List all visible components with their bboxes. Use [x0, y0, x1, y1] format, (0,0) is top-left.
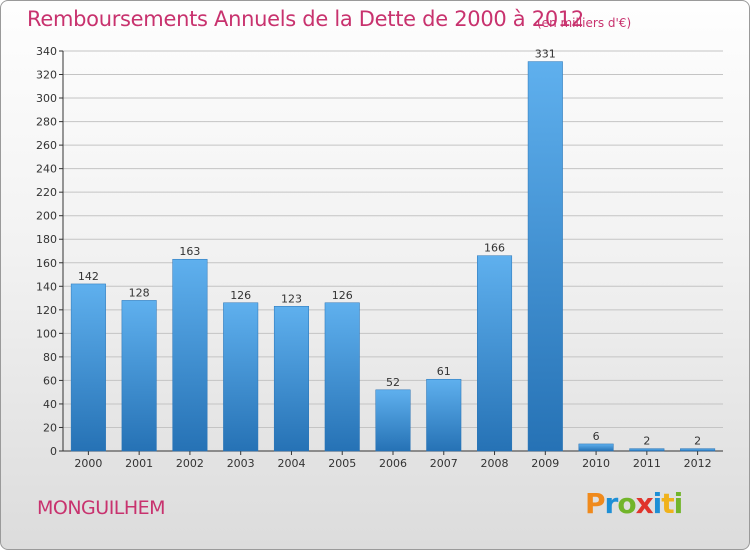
data-label: 128	[129, 286, 150, 299]
x-tick-label: 2007	[430, 457, 458, 470]
bar-2002	[172, 258, 208, 452]
y-tick-label: 260	[36, 139, 57, 152]
chart-title: Remboursements Annuels de la Dette de 20…	[27, 7, 584, 31]
y-tick-label: 200	[36, 210, 57, 223]
y-tick-label: 0	[50, 445, 57, 458]
x-tick-label: 2001	[125, 457, 153, 470]
y-tick-label: 60	[43, 374, 57, 387]
data-label: 123	[281, 292, 302, 305]
bar-2000	[70, 283, 106, 452]
y-tick-label: 240	[36, 163, 57, 176]
bar-2003	[223, 302, 259, 452]
bar-2012	[680, 448, 716, 452]
data-label: 126	[332, 289, 353, 302]
logo-letter: t	[661, 487, 674, 520]
data-label: 142	[78, 270, 99, 283]
x-tick-label: 2002	[176, 457, 204, 470]
bar-layer	[70, 61, 716, 452]
data-label: 61	[437, 365, 451, 378]
bar-2007	[426, 378, 462, 452]
bar-2004	[273, 306, 309, 452]
x-tick-label: 2012	[684, 457, 712, 470]
y-tick-label: 40	[43, 398, 57, 411]
y-tick-label: 80	[43, 351, 57, 364]
label-layer: 0 20 40 60 80 100 120 140 160 180 200 220 240 260 280 3…	[36, 45, 712, 470]
logo-letter: i	[652, 487, 663, 520]
y-tick-label: 160	[36, 257, 57, 270]
bar-2001	[121, 300, 157, 452]
x-tick-label: 2003	[227, 457, 255, 470]
data-label: 166	[484, 242, 505, 255]
data-label: 126	[230, 289, 251, 302]
x-tick-label: 2005	[328, 457, 356, 470]
y-tick-label: 140	[36, 280, 57, 293]
proxiti-logo: Proxiti	[585, 487, 684, 520]
data-label: 331	[535, 48, 556, 61]
logo-letter: P	[585, 487, 606, 520]
y-tick-label: 100	[36, 327, 57, 340]
data-label: 2	[694, 435, 701, 448]
y-tick-label: 20	[43, 421, 57, 434]
x-tick-label: 2006	[379, 457, 407, 470]
data-label: 2	[643, 435, 650, 448]
bar-2009	[527, 61, 563, 452]
bar-2006	[375, 389, 411, 452]
bar-2010	[578, 443, 614, 452]
y-tick-label: 340	[36, 45, 57, 58]
bar-2011	[629, 448, 665, 452]
logo-letter: i	[673, 487, 684, 520]
logo-letter: x	[635, 487, 654, 520]
x-tick-label: 2008	[481, 457, 509, 470]
x-tick-label: 2004	[277, 457, 305, 470]
y-tick-label: 120	[36, 304, 57, 317]
chart-subtitle: (en milliers d'€)	[537, 16, 632, 30]
x-tick-label: 2011	[633, 457, 661, 470]
x-tick-label: 2009	[531, 457, 559, 470]
commune-name: MONGUILHEM	[37, 497, 166, 519]
y-tick-label: 320	[36, 69, 57, 82]
bar-2005	[324, 302, 360, 452]
data-label: 52	[386, 376, 400, 389]
y-tick-label: 300	[36, 92, 57, 105]
y-tick-label: 180	[36, 233, 57, 246]
x-tick-label: 2000	[74, 457, 102, 470]
y-tick-label: 280	[36, 116, 57, 129]
data-label: 6	[593, 430, 600, 443]
y-tick-label: 220	[36, 186, 57, 199]
logo-letter: o	[617, 487, 636, 520]
x-tick-label: 2010	[582, 457, 610, 470]
data-label: 163	[179, 245, 200, 258]
bar-2008	[477, 255, 513, 452]
logo-letter: r	[604, 487, 619, 520]
